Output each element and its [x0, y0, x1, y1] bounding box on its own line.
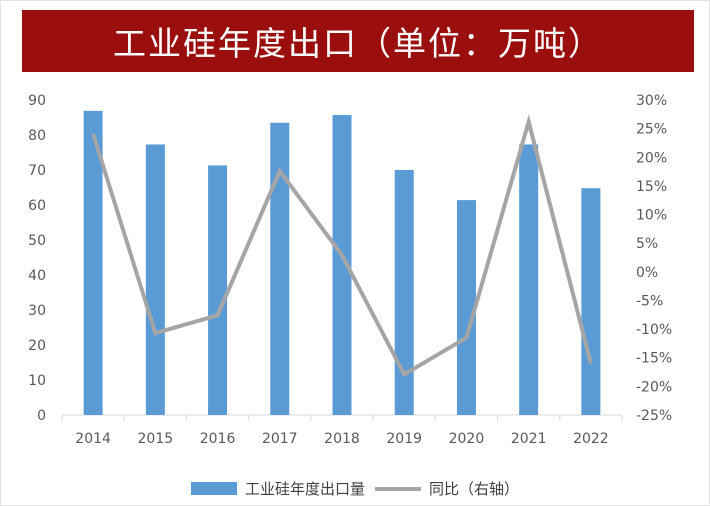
left-axis-tick-label: 60 — [28, 198, 46, 214]
legend-bar-label: 工业硅年度出口量 — [244, 480, 365, 498]
right-axis-tick-label: 15% — [636, 179, 667, 195]
legend: 工业硅年度出口量 同比（右轴） — [0, 478, 710, 499]
right-axis-tick-label: -20% — [636, 379, 672, 395]
x-axis-tick-label: 2021 — [511, 431, 547, 447]
x-axis-tick-label: 2020 — [449, 431, 485, 447]
left-axis-tick-label: 40 — [28, 268, 46, 284]
x-axis-tick-label: 2014 — [75, 431, 111, 447]
right-axis-tick-label: -10% — [636, 322, 672, 338]
bar-2019 — [394, 170, 414, 415]
bar-2016 — [208, 165, 228, 415]
right-axis-tick-label: 30% — [636, 93, 667, 109]
x-axis-tick-label: 2015 — [138, 431, 174, 447]
left-axis-tick-label: 0 — [37, 408, 46, 424]
left-axis-tick-label: 10 — [28, 373, 46, 389]
left-axis-tick-label: 70 — [28, 163, 46, 179]
x-axis-tick-label: 2016 — [200, 431, 236, 447]
right-axis-tick-label: 25% — [636, 122, 667, 138]
legend-bar-swatch — [190, 482, 237, 495]
x-axis-tick-label: 2019 — [386, 431, 422, 447]
right-axis-tick-label: 10% — [636, 208, 667, 224]
bar-2018 — [332, 115, 352, 416]
left-axis-tick-label: 90 — [28, 93, 46, 109]
right-axis-tick-label: -15% — [636, 351, 672, 367]
bar-2015 — [145, 144, 165, 415]
bar-2020 — [456, 200, 476, 415]
left-axis-tick-label: 50 — [28, 233, 46, 249]
right-axis-tick-label: 20% — [636, 150, 667, 166]
bar-2017 — [270, 122, 290, 415]
left-axis-tick-label: 20 — [28, 338, 46, 354]
title-banner: 工业硅年度出口（单位：万吨） — [22, 10, 694, 72]
right-axis-tick-label: -25% — [636, 408, 672, 424]
right-axis-tick-label: 5% — [636, 236, 658, 252]
legend-line-swatch — [375, 486, 421, 491]
bar-2022 — [581, 188, 601, 415]
left-axis-tick-label: 30 — [28, 303, 46, 319]
right-axis-tick-label: -5% — [636, 293, 663, 309]
right-axis-tick-label: 0% — [636, 265, 658, 281]
bar-2014 — [83, 110, 103, 415]
x-axis-tick-label: 2017 — [262, 431, 298, 447]
x-axis-tick-label: 2018 — [324, 431, 360, 447]
legend-line-label: 同比（右轴） — [429, 480, 520, 498]
chart-title: 工业硅年度出口（单位：万吨） — [113, 24, 603, 63]
bar-2021 — [519, 144, 539, 415]
x-axis-tick-label: 2022 — [573, 431, 609, 447]
left-axis-tick-label: 80 — [28, 128, 46, 144]
